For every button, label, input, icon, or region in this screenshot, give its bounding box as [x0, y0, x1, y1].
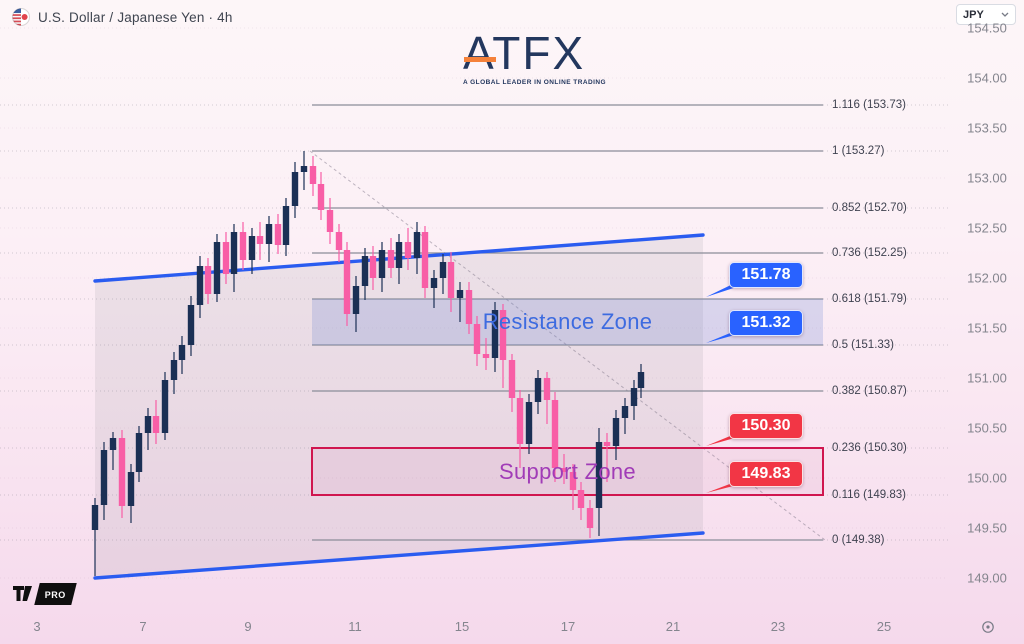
time-tick: 25	[876, 619, 892, 634]
symbol-header[interactable]: U.S. Dollar / Japanese Yen · 4h	[12, 8, 233, 26]
price-tick: 150.50	[967, 420, 1007, 436]
price-tick: 153.50	[967, 120, 1007, 136]
tradingview-logo[interactable]: PRO	[13, 583, 77, 605]
time-tick: 23	[770, 619, 786, 634]
price-axis[interactable]: 154.50 154.00 153.50 153.00 152.50 152.00 151.…	[950, 0, 1024, 612]
time-tick: 9	[244, 619, 252, 634]
price-tick: 152.50	[967, 220, 1007, 236]
currency-dropdown[interactable]: JPY	[956, 4, 1016, 25]
price-tick: 151.50	[967, 320, 1007, 336]
price-tick: 154.00	[967, 70, 1007, 86]
price-tick: 151.00	[967, 370, 1007, 386]
chevron-down-icon	[1001, 12, 1009, 17]
scale-reset-icon[interactable]	[981, 620, 995, 634]
time-tick: 17	[560, 619, 576, 634]
price-callout[interactable]: 151.78	[729, 262, 803, 288]
support-zone-label: Support Zone	[499, 458, 636, 484]
tradingview-mark-icon	[13, 586, 32, 601]
price-tick: 149.00	[967, 570, 1007, 586]
support-zone[interactable]: Support Zone	[312, 448, 823, 495]
time-tick: 21	[665, 619, 681, 634]
time-tick: 11	[348, 619, 362, 634]
resistance-zone[interactable]: Resistance Zone	[312, 299, 823, 345]
currency-dropdown-value: JPY	[963, 8, 984, 21]
time-tick: 7	[139, 619, 147, 634]
currency-pair-flag-icon	[12, 8, 30, 26]
price-tick: 154.50	[967, 20, 1007, 36]
price-callout[interactable]: 151.32	[729, 310, 803, 336]
price-tick: 153.00	[967, 170, 1007, 186]
tradingview-pro-badge: PRO	[34, 583, 77, 605]
price-callout[interactable]: 150.30	[729, 413, 803, 439]
time-tick: 15	[454, 619, 470, 634]
price-tick: 150.00	[967, 470, 1007, 486]
symbol-title: U.S. Dollar / Japanese Yen · 4h	[38, 9, 233, 25]
price-tick: 149.50	[967, 520, 1007, 536]
price-callout[interactable]: 149.83	[729, 461, 803, 487]
resistance-zone-label: Resistance Zone	[482, 309, 653, 334]
time-tick: 3	[33, 619, 41, 634]
time-axis[interactable]: 3 7 9 11 15 17 21 23 25	[0, 610, 950, 644]
price-tick: 152.00	[967, 270, 1007, 286]
